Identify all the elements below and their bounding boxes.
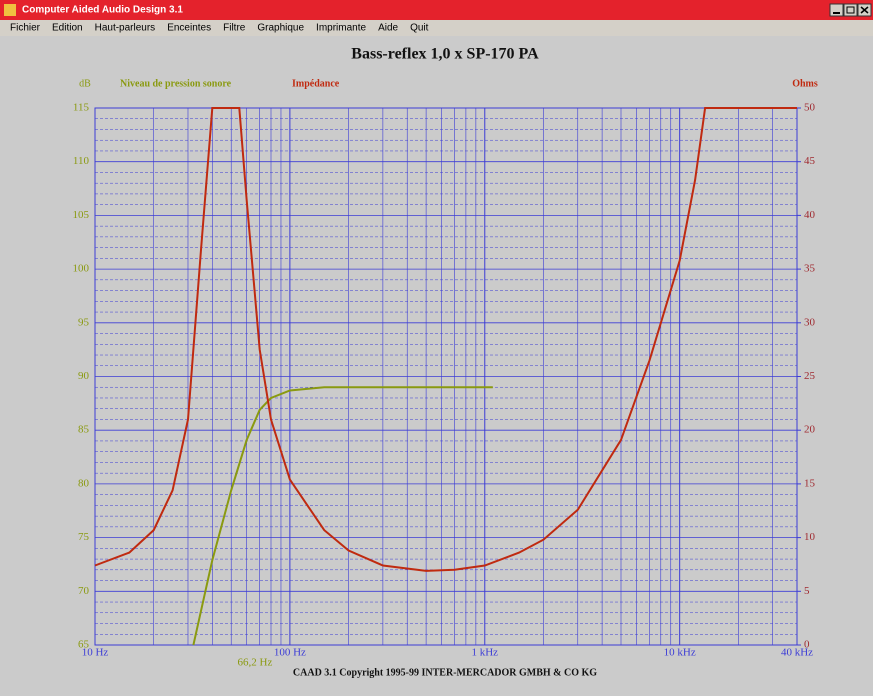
y-tick-label: 70 [78, 585, 90, 597]
y2-tick-label: 50 [804, 102, 816, 114]
series-line [94, 107, 797, 572]
menu-item[interactable]: Graphique [257, 23, 304, 34]
y-tick-label: 85 [78, 424, 90, 436]
y2-tick-label: 20 [804, 424, 816, 436]
menu-bar [0, 20, 873, 36]
chart-title: Bass-reflex 1,0 x SP-170 PA [351, 46, 539, 63]
y-tick-label: 110 [73, 155, 90, 167]
y2-tick-label: 30 [804, 316, 816, 328]
y2-tick-label: 25 [804, 370, 816, 382]
y2-tick-label: 0 [804, 639, 810, 651]
x-tick-label: 10 Hz [82, 647, 109, 659]
legend-label: Impédance [292, 78, 340, 89]
y2-tick-label: 45 [804, 155, 816, 167]
y2-tick-label: 5 [804, 585, 810, 597]
y-tick-label: 90 [78, 370, 90, 382]
series-line [192, 386, 493, 646]
x-tick-label: 40 kHz [781, 647, 813, 659]
menu-item[interactable]: Edition [52, 23, 83, 34]
window-buttons[interactable] [829, 3, 872, 17]
y2-axis-label: Ohms [792, 78, 818, 89]
y-tick-label: 105 [73, 209, 90, 221]
y-tick-label: 115 [73, 102, 90, 114]
y-tick-label: 100 [73, 263, 90, 275]
title-bar [0, 0, 873, 20]
plot: 65 70 75 80 85 90 95 100 105 110 115 0 5 10 15 20 25 30 35… [73, 102, 816, 669]
menu: Fichier Edition Haut-parleurs Enceintes Filt… [10, 23, 429, 34]
menu-item[interactable]: Quit [410, 23, 429, 34]
maximize[interactable] [843, 3, 858, 17]
y-tick-label: 80 [78, 477, 90, 489]
y-tick-label: 95 [78, 316, 90, 328]
footer: CAAD 3.1 Copyright 1995-99 INTER-MERCADO… [293, 667, 597, 678]
y-tick-label: 65 [78, 639, 90, 651]
y2-tick-label: 10 [804, 531, 816, 543]
menu-item[interactable]: Aide [378, 23, 398, 34]
annotation: 66,2 Hz [238, 657, 273, 669]
x-tick-label: 100 Hz [274, 647, 306, 659]
window-title: Computer Aided Audio Design 3.1 [22, 5, 183, 16]
menu-item[interactable]: Imprimante [316, 23, 366, 34]
maximize-icon [846, 6, 855, 14]
x-tick-label: 10 kHz [664, 647, 696, 659]
y2-tick-label: 15 [804, 477, 816, 489]
menu-item[interactable]: Fichier [10, 23, 41, 34]
menu-item[interactable]: Filtre [223, 23, 246, 34]
y2-tick-label: 35 [804, 263, 816, 275]
app-icon [4, 4, 16, 16]
x-tick-label: 1 kHz [471, 647, 498, 659]
y-tick-label: 75 [78, 531, 90, 543]
menu-item[interactable]: Enceintes [167, 23, 211, 34]
y-axis-label: dB [79, 78, 91, 89]
close-icon [860, 6, 869, 14]
legend-label: Niveau de pression sonore [120, 78, 232, 89]
minimize[interactable] [829, 3, 844, 17]
plot-frame [94, 107, 798, 646]
menu-item[interactable]: Haut-parleurs [95, 23, 156, 34]
y2-tick-label: 40 [804, 209, 816, 221]
